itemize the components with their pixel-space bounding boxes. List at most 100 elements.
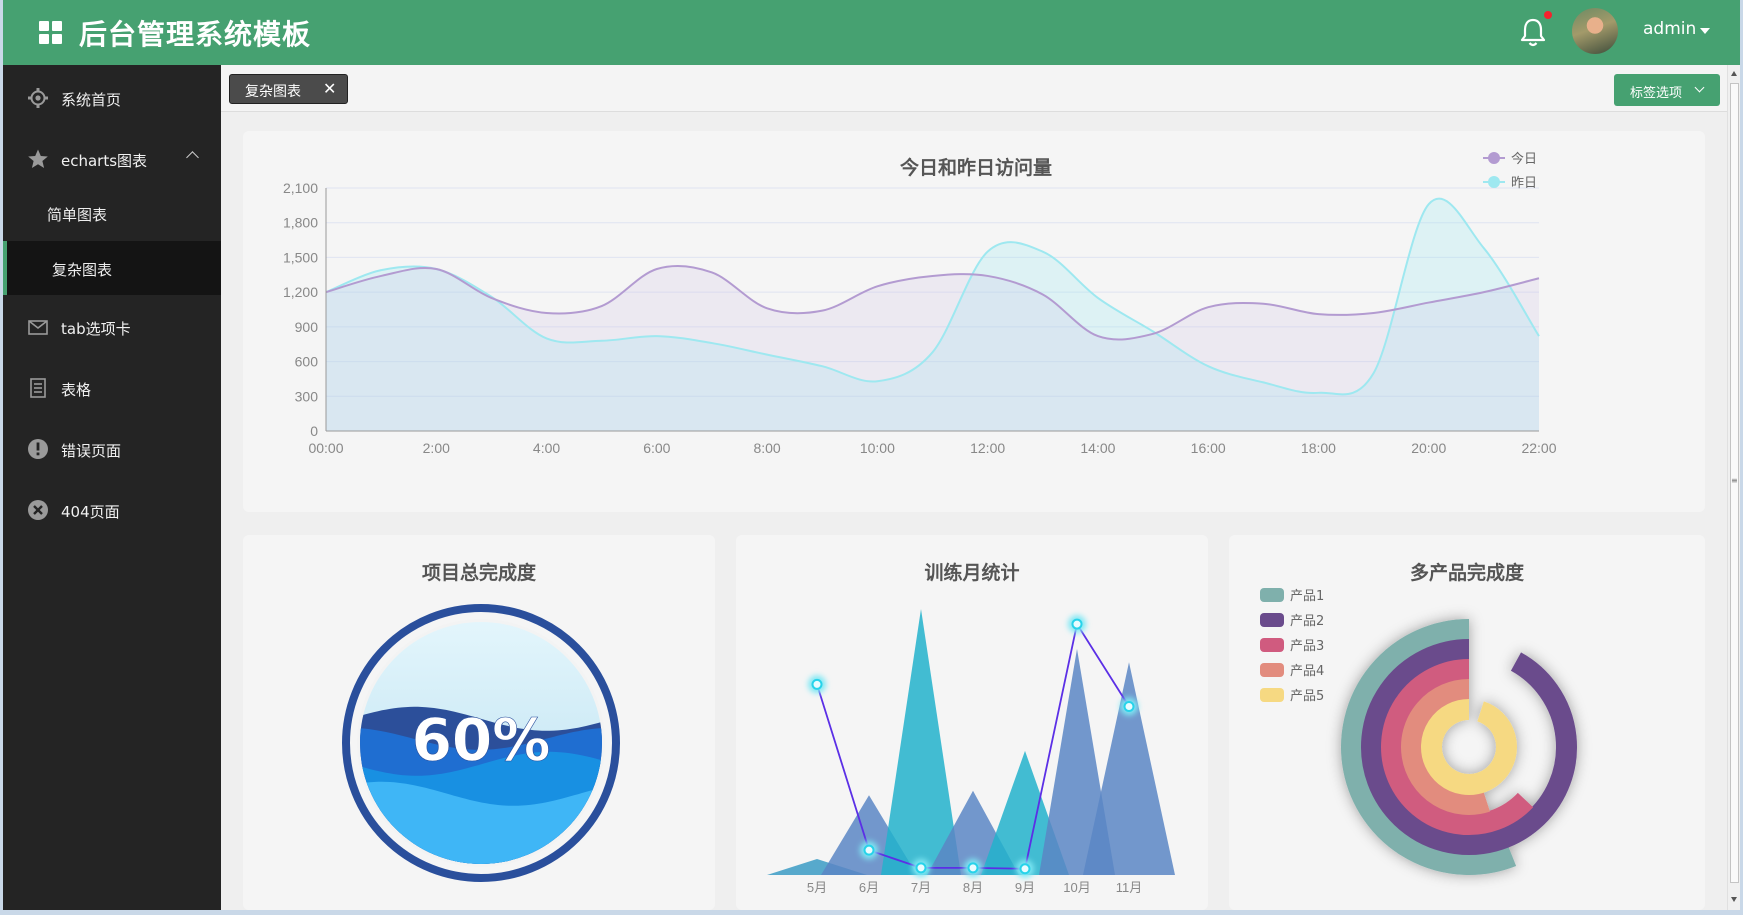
x-tick-label: 4:00 (533, 440, 560, 456)
sidebar-item-label: tab选项卡 (61, 320, 131, 338)
sidebar-item-label: 错误页面 (61, 442, 122, 460)
sidebar-item-complex-chart[interactable]: 复杂图表 (3, 241, 221, 295)
product-ring-2 (1361, 639, 1577, 855)
legend-label: 产品5 (1290, 689, 1324, 704)
bell-icon[interactable] (1518, 16, 1548, 48)
x-tick-label: 10月 (1063, 880, 1090, 895)
series-area-1 (326, 198, 1539, 431)
product-ring-5 (1421, 699, 1517, 795)
vertical-scrollbar[interactable]: ≡ (1727, 65, 1740, 910)
training-panel: 训练月统计 5月 6月 7月 8月 9月 10月 11月 (736, 535, 1208, 910)
app-window: 后台管理系统模板 admin 系统首页 echarts图表 简单图表 复杂图表 … (3, 0, 1740, 910)
tab-options-button[interactable]: 标签选项 (1614, 74, 1720, 106)
training-month-chart: 训练月统计 5月 6月 7月 8月 9月 10月 11月 (767, 561, 1175, 895)
mail-icon (28, 320, 48, 335)
completion-panel: 项目总完成度 60% (243, 535, 715, 910)
legend-label: 今日 (1511, 151, 1537, 167)
chevron-up-icon (186, 151, 199, 164)
x-tick-label: 9月 (1015, 880, 1035, 895)
x-tick-label: 6:00 (643, 440, 670, 456)
data-point (1019, 863, 1031, 875)
avatar[interactable] (1572, 8, 1618, 54)
alert-icon (28, 439, 48, 459)
sidebar-item-label: 404页面 (61, 503, 120, 521)
scroll-up-icon[interactable] (1731, 71, 1737, 76)
grid-icon[interactable] (39, 21, 63, 45)
x-tick-label: 10:00 (860, 440, 895, 456)
x-tick-label: 14:00 (1080, 440, 1115, 456)
product-ring-4 (1401, 679, 1490, 815)
bar-triangle (881, 609, 961, 875)
products-polar-chart: 多产品完成度 产品1 产品2 产品3 产品4 产品5 (1260, 561, 1577, 875)
data-point (1071, 618, 1083, 630)
sidebar-item-404[interactable]: 404页面 (3, 481, 221, 537)
sidebar-item-label: 系统首页 (61, 91, 122, 109)
legend-marker (1488, 176, 1500, 188)
sidebar-item-tab[interactable]: tab选项卡 (3, 298, 221, 354)
y-tick-label: 300 (295, 388, 319, 404)
data-point (863, 844, 875, 856)
series-area-0 (326, 265, 1539, 431)
x-tick-label: 6月 (859, 880, 879, 895)
data-point (967, 862, 979, 874)
x-tick-label: 18:00 (1301, 440, 1336, 456)
scroll-down-icon[interactable] (1731, 897, 1737, 902)
tab-label: 复杂图表 (245, 84, 301, 100)
scroll-thumb[interactable] (1730, 83, 1739, 883)
sidebar-item-label: 复杂图表 (52, 261, 113, 279)
y-tick-label: 1,500 (283, 249, 318, 265)
top-header: 后台管理系统模板 admin (3, 0, 1740, 65)
x-tick-label: 22:00 (1521, 440, 1556, 456)
product-ring-1 (1341, 619, 1517, 875)
completion-liquid-gauge: 项目总完成度 60% (342, 561, 620, 882)
visits-chart-panel: 今日和昨日访问量 0 300 600 900 1,200 1,500 1,800 2,100 0… (243, 131, 1705, 512)
bar-triangle (1083, 662, 1175, 875)
tab-options-label: 标签选项 (1630, 86, 1683, 101)
close-circle-icon (28, 500, 48, 520)
tab-complex-chart[interactable]: 复杂图表 ✕ (229, 74, 348, 104)
x-tick-label: 12:00 (970, 440, 1005, 456)
legend-swatch (1260, 613, 1284, 627)
x-tick-label: 8月 (963, 880, 983, 895)
gauge-value-label: 60% (412, 706, 551, 774)
y-tick-label: 1,800 (283, 215, 318, 231)
data-point (811, 678, 823, 690)
x-tick-label: 16:00 (1191, 440, 1226, 456)
chart-title: 今日和昨日访问量 (899, 156, 1052, 179)
grip-icon: ≡ (1731, 476, 1738, 485)
x-tick-label: 8:00 (753, 440, 780, 456)
tab-bar: 复杂图表 ✕ 标签选项 (221, 65, 1727, 112)
x-tick-label: 5月 (807, 880, 827, 895)
x-tick-label: 20:00 (1411, 440, 1446, 456)
legend-swatch (1260, 588, 1284, 602)
legend-label: 产品2 (1290, 614, 1324, 629)
sidebar-item-home[interactable]: 系统首页 (3, 69, 221, 125)
series-line-0 (325, 264, 1540, 341)
data-point (1123, 701, 1135, 713)
legend-label: 产品1 (1290, 589, 1324, 604)
chart-title: 项目总完成度 (422, 561, 537, 584)
star-icon (28, 149, 48, 168)
y-tick-label: 900 (295, 319, 319, 335)
close-icon[interactable]: ✕ (323, 79, 337, 98)
chevron-down-icon (1694, 82, 1705, 93)
legend-label: 产品3 (1290, 639, 1324, 654)
legend-swatch (1260, 688, 1284, 702)
caret-down-icon[interactable] (1700, 28, 1710, 34)
notification-badge (1544, 11, 1552, 19)
y-tick-label: 2,100 (283, 180, 318, 196)
username-label[interactable]: admin (1643, 19, 1697, 39)
sidebar-item-table[interactable]: 表格 (3, 359, 221, 415)
data-point (915, 862, 927, 874)
chart-title: 训练月统计 (924, 561, 1019, 584)
y-tick-label: 600 (295, 354, 319, 370)
sidebar-item-echarts[interactable]: echarts图表 (3, 130, 221, 186)
x-tick-label: 2:00 (423, 440, 450, 456)
sidebar-item-error[interactable]: 错误页面 (3, 420, 221, 476)
y-tick-label: 0 (310, 423, 318, 439)
gear-icon (28, 88, 48, 108)
sidebar-item-label: 简单图表 (47, 206, 108, 224)
sidebar: 系统首页 echarts图表 简单图表 复杂图表 tab选项卡 表格 错误页面 … (3, 65, 221, 910)
sidebar-item-simple-chart[interactable]: 简单图表 (3, 186, 221, 240)
app-title: 后台管理系统模板 (79, 18, 312, 51)
